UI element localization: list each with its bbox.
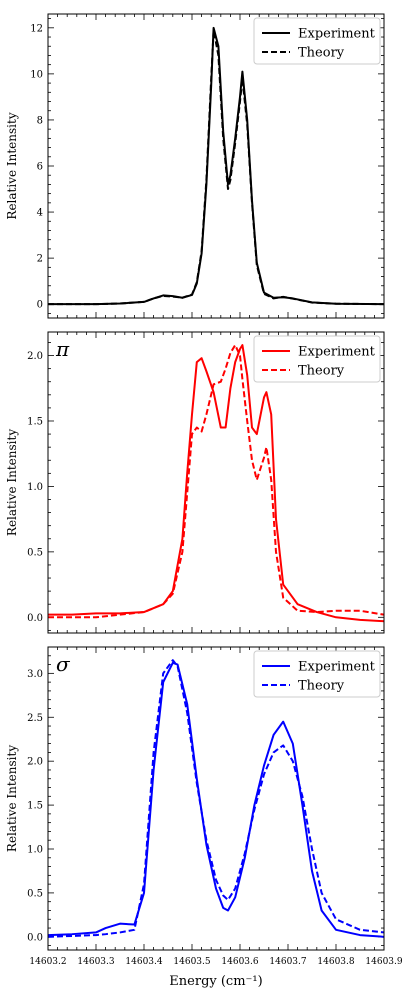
y-tick-label: 4	[37, 208, 43, 219]
legend-label-theory: Theory	[298, 46, 345, 61]
series-line-theory	[48, 344, 384, 619]
y-axis-label: Relative Intensity	[5, 429, 19, 536]
panel-3: 0.0 0.5 1.0 1.5 2.0 2.5 3.0 14603.2 14603.3 14603…	[5, 646, 403, 989]
y-tick-label: 12	[30, 23, 43, 34]
x-tick-label: 14603.4	[125, 957, 162, 967]
y-tick-label: 10	[30, 69, 43, 80]
legend: Experiment Theory	[253, 335, 381, 383]
plot-frame	[47, 646, 385, 951]
panel-label: π	[55, 337, 70, 361]
y-tick-label: 2.0	[27, 757, 43, 768]
legend: Experiment Theory	[253, 17, 381, 65]
y-tick-label: 2.0	[27, 351, 43, 362]
y-tick-label: 0	[37, 300, 43, 311]
y-tick-label: 1.5	[27, 801, 43, 812]
legend: Experiment Theory	[253, 650, 381, 698]
panel-1: 0 2 4 6 8 10 12 Relative Intensity Experiment The…	[5, 13, 385, 319]
y-axis-label: Relative Intensity	[5, 745, 19, 852]
y-tick-label: 1.0	[27, 845, 43, 856]
legend-label-theory: Theory	[298, 679, 345, 694]
x-tick-label: 14603.6	[221, 957, 258, 967]
panel-label: σ	[56, 652, 71, 676]
x-tick-label: 14603.9	[365, 957, 402, 967]
x-axis-label: Energy (cm⁻¹)	[169, 974, 262, 989]
y-tick-label: 0.0	[27, 613, 43, 624]
plot-frame	[47, 331, 385, 634]
x-tick-label: 14603.5	[173, 957, 210, 967]
y-tick-label: 2.5	[27, 713, 43, 724]
series-line-experiment	[48, 26, 384, 306]
y-tick-label: 2	[37, 254, 43, 265]
plot-frame	[47, 13, 385, 319]
y-tick-label: 0.0	[27, 932, 43, 943]
x-tick-label: 14603.7	[269, 957, 306, 967]
series-line-theory	[48, 29, 384, 306]
y-tick-label: 3.0	[27, 669, 43, 680]
y-tick-label: 0.5	[27, 888, 43, 899]
series-line-experiment	[48, 344, 384, 623]
y-axis-label: Relative Intensity	[5, 112, 19, 219]
panel-2: 0.0 0.5 1.0 1.5 2.0 Relative Intensity π Experi…	[5, 331, 385, 634]
x-tick-label: 14603.8	[317, 957, 354, 967]
legend-label-theory: Theory	[298, 364, 345, 379]
y-tick-label: 1.5	[27, 416, 43, 427]
series-line-theory	[48, 659, 384, 938]
y-tick-label: 6	[37, 162, 43, 173]
series-line-experiment	[48, 661, 384, 938]
legend-label-experiment: Experiment	[298, 660, 376, 675]
x-tick-label: 14603.3	[77, 957, 114, 967]
legend-label-experiment: Experiment	[298, 27, 376, 42]
y-tick-label: 1.0	[27, 482, 43, 493]
y-tick-label: 0.5	[27, 547, 43, 558]
x-tick-label: 14603.2	[29, 957, 66, 967]
legend-label-experiment: Experiment	[298, 345, 376, 360]
y-tick-label: 8	[37, 115, 43, 126]
